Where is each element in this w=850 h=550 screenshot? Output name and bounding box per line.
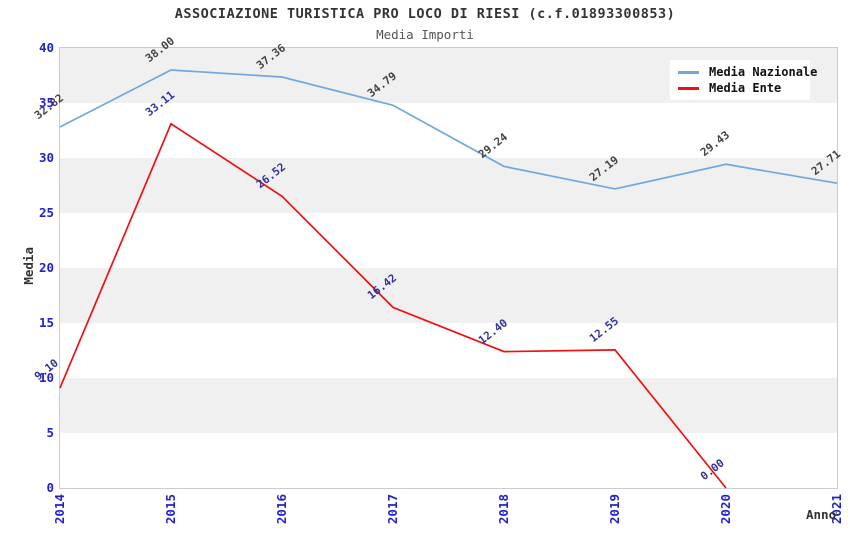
y-tick-label: 35 [38, 95, 54, 110]
legend-line-swatch-icon [678, 70, 699, 74]
legend: Media Nazionale Media Ente [670, 60, 817, 100]
media-ente-line [59, 122, 727, 489]
y-tick-label: 30 [38, 150, 54, 165]
chart-title: ASSOCIAZIONE TURISTICA PRO LOCO DI RIESI… [174, 6, 676, 22]
legend-label: Media Ente [709, 81, 782, 95]
plot-area: 32.82 38.00 37.36 34.79 29.24 27.19 29.43 27.71… [32, 34, 843, 489]
x-tick-label: 2018 [496, 494, 511, 525]
x-tick-label: 2015 [163, 494, 178, 525]
line-chart-canvas [59, 69, 838, 489]
legend-item-media-nazionale: Media Nazionale [678, 64, 817, 80]
legend-label: Media Nazionale [709, 65, 818, 79]
y-tick-label: 10 [38, 370, 54, 385]
x-tick-label: 2019 [607, 494, 622, 525]
y-tick-label: 5 [46, 425, 54, 440]
y-tick-label: 15 [38, 315, 54, 330]
x-tick-label: 2014 [52, 494, 67, 525]
media-nazionale-line [59, 69, 838, 190]
x-axis-title: Anno [806, 507, 837, 522]
x-tick-label: 2016 [274, 494, 289, 525]
legend-line-swatch-icon [678, 86, 699, 90]
y-tick-label: 40 [38, 40, 54, 55]
y-tick-label: 0 [46, 480, 54, 495]
y-tick-label: 20 [38, 260, 54, 275]
chart-subtitle: Media Importi [376, 27, 474, 42]
y-tick-label: 25 [38, 205, 54, 220]
y-axis-title: Media [21, 247, 36, 285]
x-tick-label: 2020 [718, 494, 733, 525]
x-tick-label: 2017 [385, 494, 400, 525]
legend-item-media-ente: Media Ente [678, 80, 802, 96]
